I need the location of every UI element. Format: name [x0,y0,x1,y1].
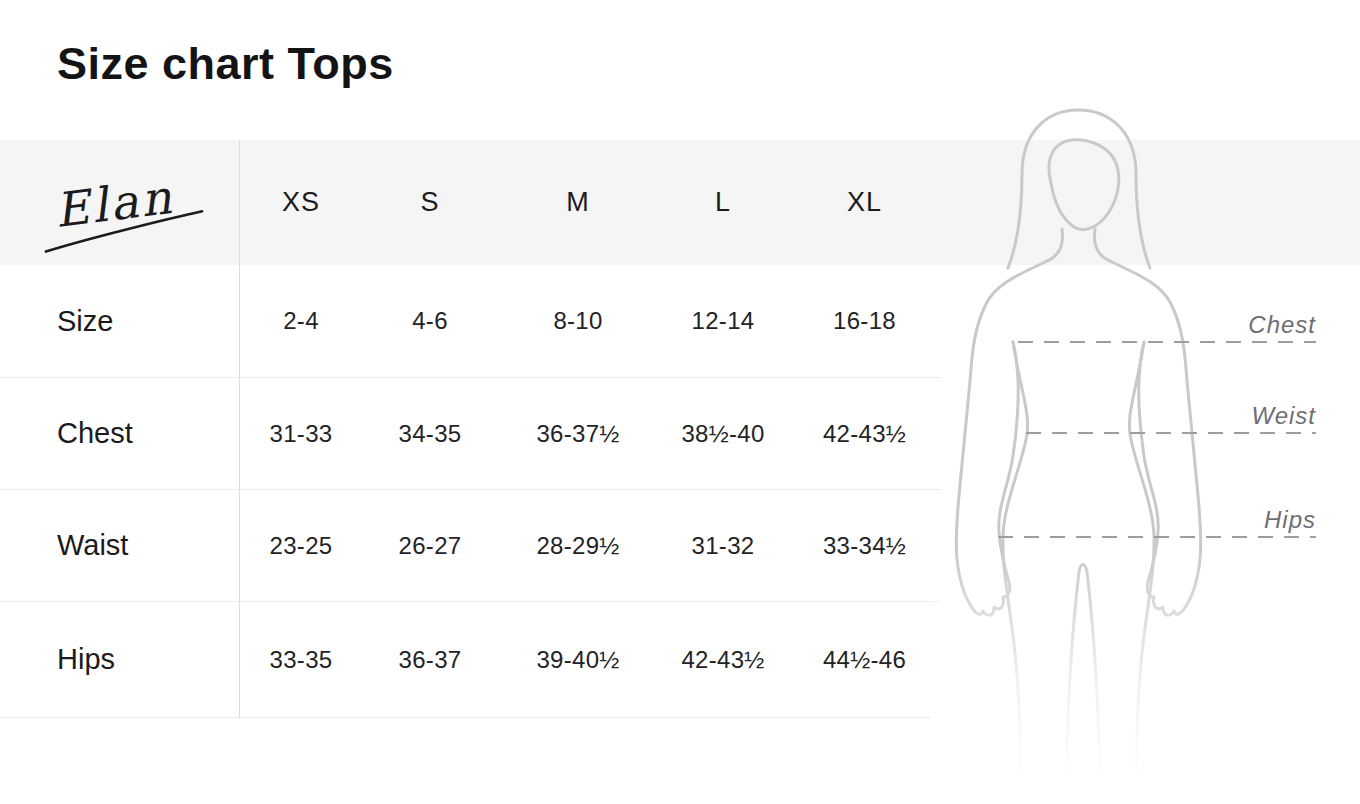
chest-label: Chest [1248,311,1316,338]
face-outline [1049,140,1119,230]
row-label-size: Size [0,265,240,378]
column-header-xl: XL [788,140,941,265]
brand-logo-cell: Elan [0,140,240,265]
table-cell: 23-25 [240,490,362,602]
table-cell: 31-33 [240,378,362,490]
table-cell: 33-35 [240,602,362,718]
row-label-chest: Chest [0,378,240,490]
table-cell: 2-4 [240,265,362,378]
column-header-l: L [658,140,788,265]
column-header-m: M [498,140,658,265]
table-cell: 12-14 [658,265,788,378]
table-cell: 28-29½ [498,490,658,602]
table-cell: 38½-40 [658,378,788,490]
column-header-s: S [362,140,498,265]
table-cell: 42-43½ [658,602,788,718]
brand-logo-text: Elan [52,168,177,237]
size-chart-page: Size chart Tops Elan XS S M L XL Size 2-… [0,0,1360,804]
hair-outline [1008,110,1150,268]
table-cell: 8-10 [498,265,658,378]
table-cell: 44½-46 [788,602,941,718]
table-cell: 42-43½ [788,378,941,490]
table-cell: 36-37½ [498,378,658,490]
hips-label: Hips [1264,506,1316,533]
table-cell: 4-6 [362,265,498,378]
table-cell: 36-37 [362,602,498,718]
page-title: Size chart Tops [57,38,394,90]
table-cell: 31-32 [658,490,788,602]
size-table: Elan XS S M L XL Size 2-4 4-6 8-10 12-14… [0,140,941,718]
row-label-hips: Hips [0,602,240,718]
table-cell: 16-18 [788,265,941,378]
fade-overlay [930,545,1360,804]
table-cell: 26-27 [362,490,498,602]
brand-logo: Elan [22,143,217,263]
row-label-waist: Waist [0,490,240,602]
column-header-xs: XS [240,140,362,265]
waist-label: Weist [1251,402,1316,429]
body-silhouette-figure: Chest Weist Hips [930,100,1360,804]
table-cell: 39-40½ [498,602,658,718]
table-cell: 34-35 [362,378,498,490]
table-cell: 33-34½ [788,490,941,602]
